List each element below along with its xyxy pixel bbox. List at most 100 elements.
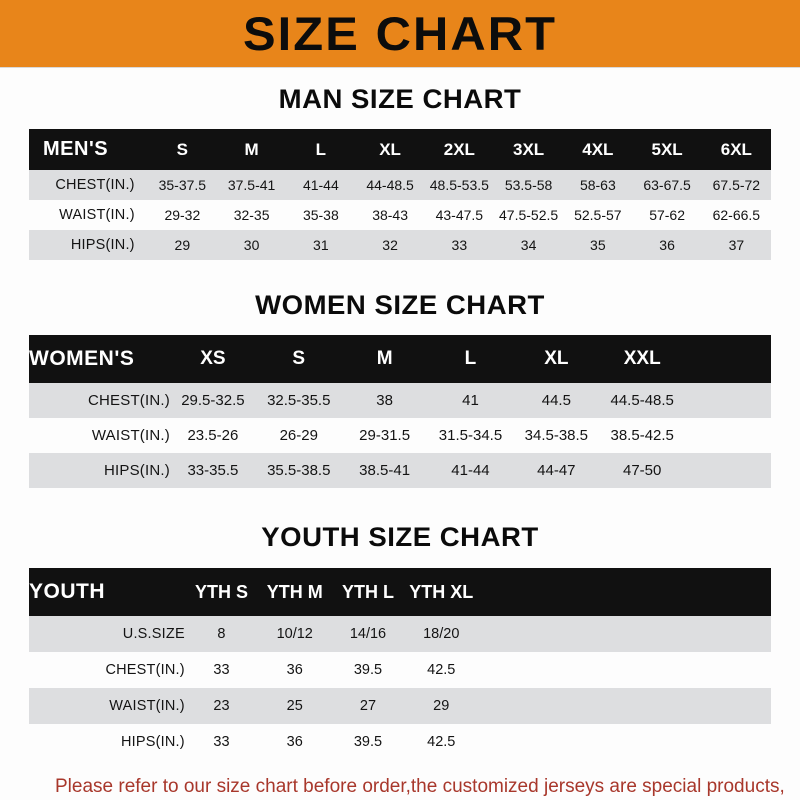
table-cell: 38 xyxy=(341,383,428,418)
table-cell: 25 xyxy=(258,688,332,724)
table-cell-empty xyxy=(477,616,552,652)
men-table-head: MEN'S S M L XL 2XL 3XL 4XL 5XL 6XL xyxy=(29,129,771,170)
table-cell: 35 xyxy=(563,230,633,260)
table-cell-empty xyxy=(551,724,625,760)
table-cell: 36 xyxy=(632,230,702,260)
women-size-header-xl: XL xyxy=(544,348,569,369)
men-size-header-3xl: 3XL xyxy=(513,139,545,159)
men-size-header-xl: XL xyxy=(379,139,401,159)
women-size-header-xs: XS xyxy=(200,348,226,369)
men-size-header-2xl: 2XL xyxy=(443,139,475,159)
table-cell: 10/12 xyxy=(258,616,332,652)
youth-size-header-yth-xl: YTH XL xyxy=(409,581,474,602)
table-cell: 41-44 xyxy=(286,170,356,200)
table-cell: 67.5-72 xyxy=(701,170,771,200)
youth-size-header-yth-l: YTH L xyxy=(341,581,394,602)
table-cell: 44.5 xyxy=(513,383,600,418)
order-policy-line-1: Please refer to our size chart before or… xyxy=(55,776,785,797)
table-cell: 26-29 xyxy=(255,418,342,453)
youth-row-label: HIPS(IN.) xyxy=(29,724,185,760)
table-cell: 32 xyxy=(355,230,425,260)
section-title-youth: YOUTH SIZE CHART xyxy=(261,522,539,552)
youth-header-filler xyxy=(624,568,698,616)
table-cell-empty xyxy=(624,616,698,652)
table-cell: 8 xyxy=(184,616,259,652)
section-title-women: WOMEN SIZE CHART xyxy=(255,290,545,320)
youth-header-label: YOUTH xyxy=(29,580,105,603)
table-cell: 47-50 xyxy=(599,453,686,488)
women-row-label: CHEST(IN.) xyxy=(29,383,170,418)
table-cell-empty xyxy=(697,652,771,688)
women-size-header-xxl: XXL xyxy=(623,348,661,369)
table-cell: 38.5-41 xyxy=(341,453,428,488)
men-row-label: CHEST(IN.) xyxy=(29,170,148,200)
table-cell: 14/16 xyxy=(331,616,405,652)
table-cell: 58-63 xyxy=(563,170,633,200)
table-row: HIPS(IN.) 29 30 31 32 33 34 35 36 37 xyxy=(29,230,771,260)
women-size-header-m: M xyxy=(376,348,393,369)
table-cell: 34 xyxy=(493,230,564,260)
youth-header-filler xyxy=(551,568,625,616)
table-cell: 42.5 xyxy=(404,724,478,760)
table-cell: 47.5-52.5 xyxy=(493,200,564,230)
youth-table-body: U.S.SIZE 8 10/12 14/16 18/20 CHEST(IN.) 33 36 3… xyxy=(29,616,771,760)
table-cell: 36 xyxy=(258,652,332,688)
table-cell: 33 xyxy=(184,724,259,760)
table-row: WAIST(IN.) 23.5-26 26-29 29-31.5 31.5-34.5 34… xyxy=(29,418,771,453)
table-row: CHEST(IN.) 29.5-32.5 32.5-35.5 38 41 44.5 44.5… xyxy=(29,383,771,418)
table-cell-empty xyxy=(697,616,771,652)
women-size-table: WOMEN'S XS S M L XL XXL CHEST(IN.) 29.5-32.5 32… xyxy=(29,335,771,488)
table-cell: 63-67.5 xyxy=(632,170,702,200)
table-cell-empty xyxy=(551,616,625,652)
women-row-label: HIPS(IN.) xyxy=(29,453,170,488)
table-cell: 37.5-41 xyxy=(216,170,287,200)
table-row: CHEST(IN.) 35-37.5 37.5-41 41-44 44-48.5 48.5… xyxy=(29,170,771,200)
table-cell: 31 xyxy=(286,230,356,260)
table-cell: 42.5 xyxy=(404,652,478,688)
table-cell-empty xyxy=(477,724,552,760)
women-table-head: WOMEN'S XS S M L XL XXL xyxy=(29,335,771,383)
table-cell: 53.5-58 xyxy=(493,170,564,200)
men-header-label: MEN'S xyxy=(43,138,109,160)
page-title: SIZE CHART xyxy=(242,7,558,60)
table-cell: 33 xyxy=(184,652,259,688)
section-title-men: MAN SIZE CHART xyxy=(278,84,522,114)
men-size-header-l: L xyxy=(315,139,327,159)
table-cell: 32-35 xyxy=(216,200,287,230)
men-size-header-5xl: 5XL xyxy=(651,139,683,159)
section-women: WOMEN SIZE CHART WOMEN'S XS S M L XL XXL CHES… xyxy=(29,260,771,488)
table-cell: 62-66.5 xyxy=(701,200,771,230)
women-size-header-s: S xyxy=(292,348,306,369)
table-cell: 29.5-32.5 xyxy=(169,383,256,418)
table-cell: 29 xyxy=(404,688,478,724)
order-policy-note: Please refer to our size chart before or… xyxy=(29,760,785,800)
men-row-label: HIPS(IN.) xyxy=(29,230,148,260)
table-cell: 32.5-35.5 xyxy=(255,383,342,418)
youth-row-label: U.S.SIZE xyxy=(29,616,185,652)
table-cell: 29 xyxy=(147,230,217,260)
men-size-header-6xl: 6XL xyxy=(720,139,752,159)
men-size-header-s: S xyxy=(176,139,189,159)
table-header-row: MEN'S S M L XL 2XL 3XL 4XL 5XL 6XL xyxy=(29,129,771,170)
youth-header-filler xyxy=(697,568,771,616)
table-cell: 38-43 xyxy=(355,200,425,230)
women-size-header-l: L xyxy=(464,348,477,369)
women-header-filler xyxy=(685,335,771,383)
table-cell: 23 xyxy=(184,688,259,724)
table-cell: 27 xyxy=(331,688,405,724)
table-cell: 41 xyxy=(427,383,514,418)
youth-row-label: CHEST(IN.) xyxy=(29,652,185,688)
table-cell-empty xyxy=(697,724,771,760)
table-cell-empty xyxy=(685,383,771,418)
men-table-body: CHEST(IN.) 35-37.5 37.5-41 41-44 44-48.5 48.5… xyxy=(29,170,771,260)
table-row: WAIST(IN.) 23 25 27 29 xyxy=(29,688,771,724)
table-cell: 44-47 xyxy=(513,453,600,488)
table-cell-empty xyxy=(477,688,552,724)
youth-size-header-yth-s: YTH S xyxy=(194,581,248,602)
table-header-row: WOMEN'S XS S M L XL XXL xyxy=(29,335,771,383)
table-cell: 34.5-38.5 xyxy=(513,418,600,453)
table-cell: 33 xyxy=(424,230,494,260)
table-cell: 39.5 xyxy=(331,652,405,688)
table-cell: 35-38 xyxy=(286,200,356,230)
